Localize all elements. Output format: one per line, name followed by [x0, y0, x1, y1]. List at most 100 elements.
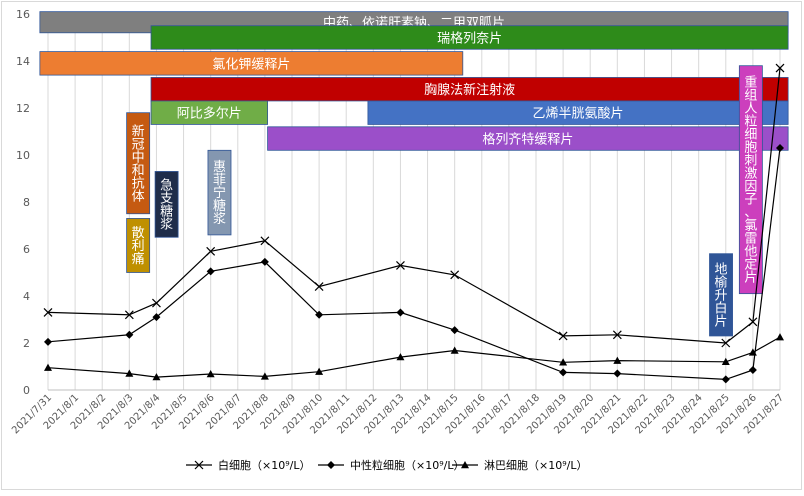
data-point: [559, 368, 568, 377]
annotation-label: 瑞格列奈片: [437, 31, 502, 47]
annotation-rect: [150, 25, 789, 50]
series-x: [43, 63, 785, 348]
y-tick-label: 14: [16, 55, 30, 68]
annotation-bar: 氯化钾缓释片: [39, 51, 464, 76]
data-point: [260, 236, 270, 246]
annotation-rect: [738, 65, 763, 295]
legend-label: 中性粒细胞（×10⁹/L）: [350, 458, 464, 472]
data-point: [776, 143, 784, 152]
data-point: [125, 330, 134, 339]
annotation-label: 惠菲宁糖浆: [213, 160, 226, 227]
data-point: [194, 460, 204, 470]
series-diamond: [44, 143, 784, 384]
annotation-label: 胸腺法新注射液: [424, 82, 515, 98]
data-point: [314, 282, 324, 292]
data-point: [327, 461, 335, 469]
data-point: [260, 372, 269, 380]
y-tick-label: 4: [23, 290, 30, 303]
data-point: [559, 358, 568, 366]
data-point: [450, 270, 460, 280]
y-tick-label: 2: [23, 337, 30, 350]
legend-entry: 中性粒细胞（×10⁹/L）: [318, 458, 464, 472]
data-point: [721, 375, 730, 384]
annotation-bar: 散利痛: [126, 218, 151, 273]
annotation-label: 地榆升白片: [715, 262, 728, 329]
series-triangle: [44, 333, 784, 381]
data-point: [124, 310, 134, 320]
legend-entry: 白细胞（×10⁹/L）: [186, 458, 310, 472]
data-point: [461, 461, 469, 469]
annotation-bar: 地榆升白片: [709, 253, 733, 337]
data-point: [450, 346, 459, 354]
annotation-bar: 新冠中和抗体: [126, 112, 151, 215]
data-point: [315, 310, 324, 319]
data-point: [748, 348, 757, 356]
annotation-rect: [126, 218, 151, 273]
y-tick-label: 10: [16, 149, 30, 162]
data-point: [748, 317, 758, 327]
data-point: [558, 331, 568, 341]
annotation-rect: [150, 100, 268, 125]
data-point: [396, 261, 405, 270]
data-point: [43, 308, 53, 317]
annotation-label: 重组人粒细胞刺激因子、氯雷他定片: [744, 75, 757, 286]
data-point: [44, 337, 52, 346]
y-tick-label: 0: [23, 384, 30, 397]
annotation-label: 阿比多尔片: [177, 106, 242, 122]
data-series: [43, 63, 785, 384]
annotation-rect: [367, 100, 789, 125]
annotation-rect: [709, 253, 733, 337]
data-point: [152, 373, 161, 381]
annotation-label: 乙烯半胱氨酸片: [533, 107, 624, 122]
y-tick-label: 6: [23, 243, 30, 256]
annotation-bar: 惠菲宁糖浆: [207, 149, 232, 236]
legend: 白细胞（×10⁹/L） 中性粒细胞（×10⁹/L） 淋巴细胞（×10⁹/L）: [186, 458, 587, 472]
data-point: [613, 356, 622, 364]
legend-label: 白细胞（×10⁹/L）: [218, 458, 310, 472]
annotation-bar: 胸腺法新注射液: [150, 77, 789, 102]
data-point: [44, 363, 52, 371]
annotation-rect: [39, 51, 464, 76]
legend-entry: 淋巴细胞（×10⁹/L）: [452, 459, 587, 472]
y-tick-label: 16: [16, 8, 30, 21]
annotation-bar: 乙烯半胱氨酸片: [367, 100, 789, 125]
annotation-rect: [267, 126, 789, 151]
data-point: [775, 63, 785, 73]
annotation-rect: [207, 149, 232, 236]
data-point: [396, 308, 405, 317]
data-point: [721, 357, 730, 365]
legend-label: 淋巴细胞（×10⁹/L）: [484, 459, 587, 472]
data-point: [206, 246, 216, 256]
data-point: [612, 330, 622, 340]
annotation-label: 新冠中和抗体: [132, 123, 145, 204]
data-point: [152, 313, 161, 322]
data-point: [152, 298, 161, 308]
annotation-rect: [126, 112, 151, 215]
y-tick-label: 8: [23, 196, 30, 209]
data-point: [396, 353, 405, 361]
data-point: [748, 366, 757, 375]
data-point: [260, 257, 269, 266]
annotation-label: 散利痛: [132, 226, 145, 267]
annotation-label: 氯化钾缓释片: [212, 57, 290, 72]
annotation-bar: 重组人粒细胞刺激因子、氯雷他定片: [738, 65, 763, 295]
annotation-label: 格列齐特缓释片: [482, 132, 573, 148]
annotation-bar: 瑞格列奈片: [150, 25, 789, 50]
data-point: [206, 370, 215, 378]
y-tick-label: 12: [16, 102, 30, 115]
data-point: [450, 326, 459, 335]
annotation-rect: [154, 171, 179, 238]
data-point: [125, 369, 134, 377]
data-point: [721, 338, 731, 348]
annotation-bar: 格列齐特缓释片: [267, 126, 789, 151]
vertical-gridlines: [47, 14, 781, 390]
data-point: [315, 367, 324, 375]
annotation-bar: 急支糖浆: [154, 171, 179, 238]
annotation-bar: 阿比多尔片: [150, 100, 268, 125]
data-point: [206, 267, 215, 276]
data-point: [613, 369, 622, 378]
annotation-label: 急支糖浆: [160, 178, 173, 232]
